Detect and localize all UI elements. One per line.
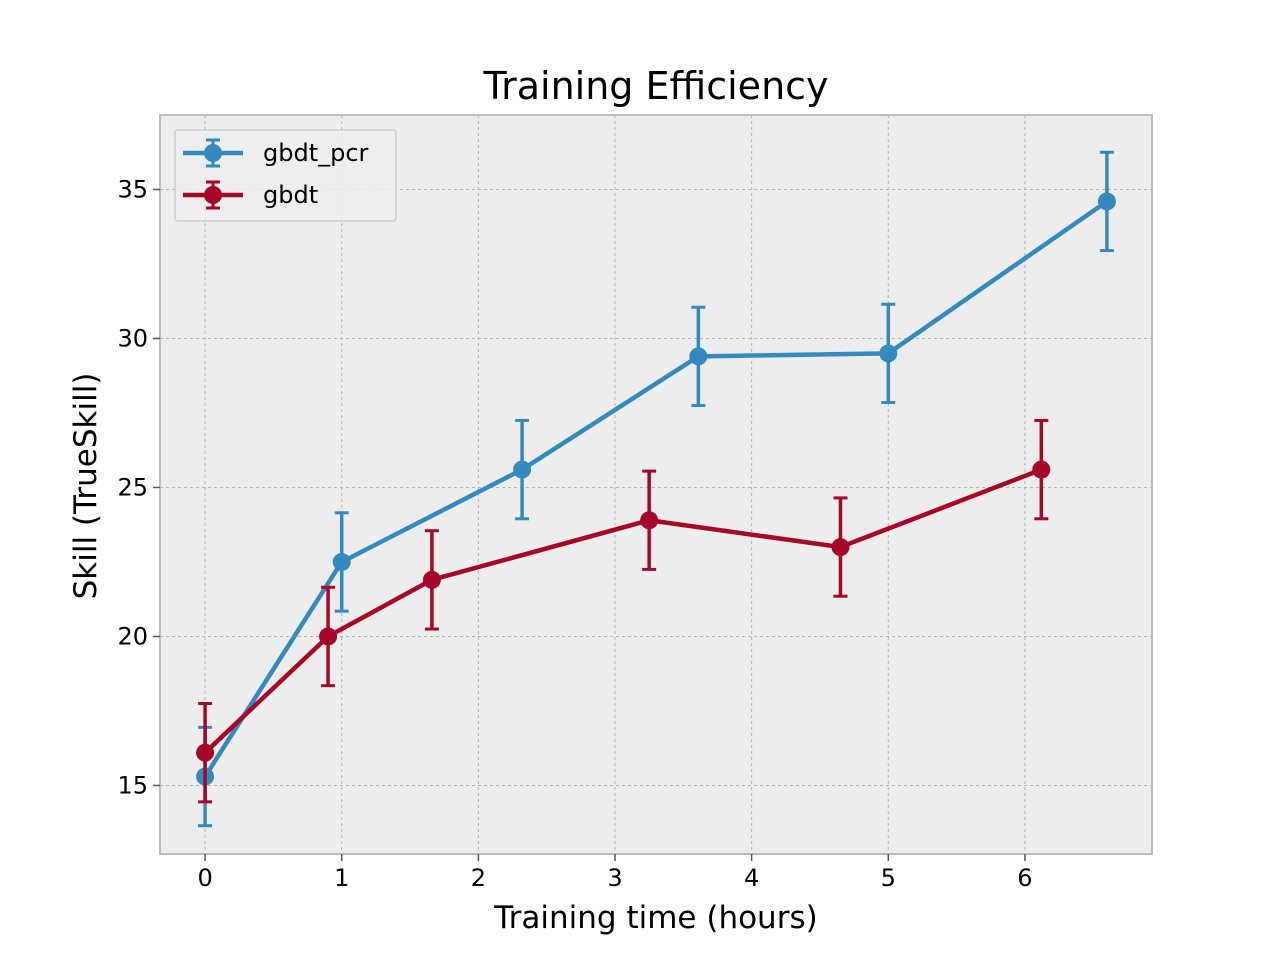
plot-area xyxy=(160,115,1152,854)
data-point xyxy=(332,552,351,571)
legend-marker xyxy=(204,186,222,204)
data-point xyxy=(422,570,441,589)
data-point xyxy=(831,538,850,557)
series-gbdt_pcr xyxy=(196,150,1116,828)
series-layer xyxy=(196,150,1116,828)
series-line xyxy=(203,199,1109,778)
x-tick-label: 5 xyxy=(881,864,896,892)
x-tick-label: 3 xyxy=(607,864,622,892)
x-tick-label: 1 xyxy=(334,864,349,892)
data-point xyxy=(319,627,338,646)
data-point xyxy=(1097,192,1116,211)
data-point xyxy=(640,511,659,530)
data-point xyxy=(879,344,898,363)
x-tick-label: 0 xyxy=(197,864,212,892)
x-tick-label: 6 xyxy=(1017,864,1032,892)
data-point xyxy=(1032,460,1051,479)
plot-frame xyxy=(159,114,1153,855)
chart-title: Training Efficiency xyxy=(482,64,828,108)
legend-label: gbdt_pcr xyxy=(263,139,369,167)
y-tick-label: 30 xyxy=(117,324,148,352)
series-gbdt xyxy=(196,418,1051,804)
data-point xyxy=(689,347,708,366)
legend-entry-gbdt_pcr: gbdt_pcr xyxy=(183,138,369,168)
x-tick-label: 2 xyxy=(471,864,486,892)
y-tick-label: 15 xyxy=(117,771,148,799)
legend-label: gbdt xyxy=(263,181,318,209)
x-axis-label: Training time (hours) xyxy=(493,900,817,936)
y-tick-label: 20 xyxy=(117,622,148,650)
y-tick-label: 35 xyxy=(117,175,148,203)
series-line xyxy=(203,467,1043,755)
ticks: 0 1 2 3 4 5 6 15 20 25 30 35 xyxy=(117,175,1032,892)
x-tick-label: 4 xyxy=(744,864,759,892)
y-tick-label: 25 xyxy=(117,473,148,501)
legend-marker xyxy=(204,144,222,162)
y-axis-label: Skill (TrueSkill) xyxy=(68,373,104,600)
data-point xyxy=(196,743,215,762)
legend-entry-gbdt: gbdt xyxy=(183,180,318,210)
data-point xyxy=(513,460,532,479)
